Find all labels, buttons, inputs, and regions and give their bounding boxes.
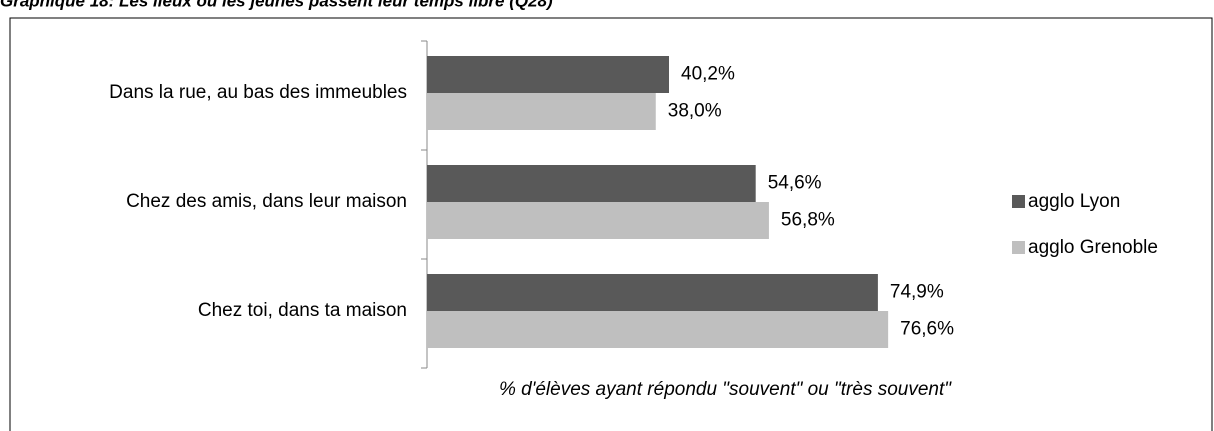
value-label: 40,2% [681, 64, 735, 85]
legend-swatch [1012, 241, 1025, 254]
y-tick-label: Chez des amis, dans leur maison [126, 191, 407, 212]
bar [427, 93, 656, 130]
bar [427, 56, 670, 93]
bar [427, 274, 878, 311]
bar [427, 311, 889, 348]
axis-note: % d'élèves ayant répondu "souvent" ou "t… [499, 379, 952, 400]
value-label: 76,6% [900, 319, 954, 340]
legend-label: agglo Lyon [1028, 191, 1120, 212]
value-label: 54,6% [768, 173, 822, 194]
value-label: 56,8% [781, 210, 835, 231]
y-tick-label: Dans la rue, au bas des immeubles [109, 82, 407, 103]
chart-title: Graphique 18: Les lieux où les jeunes pa… [0, 0, 553, 10]
bar [427, 165, 756, 202]
bar [427, 202, 769, 239]
value-label: 74,9% [890, 282, 944, 303]
legend-swatch [1012, 195, 1025, 208]
legend-label: agglo Grenoble [1028, 237, 1158, 258]
value-label: 38,0% [668, 101, 722, 122]
y-tick-label: Chez toi, dans ta maison [198, 300, 407, 321]
chart-frame [9, 17, 1213, 431]
